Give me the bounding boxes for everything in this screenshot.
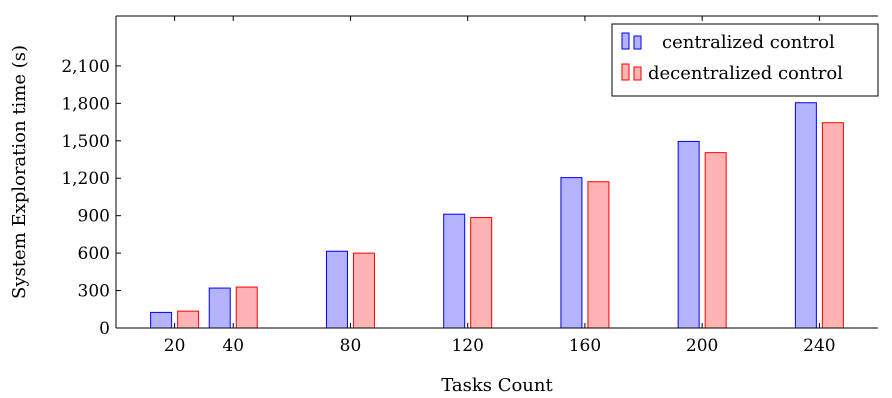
- x-tick-label: 40: [222, 336, 244, 356]
- legend-swatch-1: [621, 63, 630, 81]
- y-tick-label: 2,100: [61, 57, 110, 77]
- y-tick-label: 1,200: [61, 169, 110, 189]
- y-axis-title: System Exploration time (s): [9, 45, 30, 299]
- y-tick-label: 1,800: [61, 94, 110, 114]
- bars-layer: [150, 102, 844, 329]
- bar-centralized-160: [560, 177, 583, 329]
- x-tick-label: 240: [803, 336, 835, 356]
- y-tick-label: 300: [78, 282, 110, 302]
- bar-centralized-40: [208, 287, 231, 329]
- bar-centralized-240: [794, 102, 817, 329]
- x-ticks: 20 40 80 120 160 200 240: [164, 16, 836, 356]
- legend-label-1: decentralized control: [648, 63, 843, 84]
- legend-swatch-0: [621, 32, 630, 50]
- y-tick-label: 1,500: [61, 132, 110, 152]
- y-tick-label: 600: [78, 244, 110, 264]
- bar-decentralized-20: [177, 310, 200, 329]
- legend: centralized control decentralized control: [611, 23, 879, 97]
- bar-decentralized-80: [352, 252, 375, 329]
- legend-swatch-0-b: [633, 35, 642, 50]
- bar-centralized-200: [677, 140, 700, 329]
- y-tick-label: 900: [78, 207, 110, 227]
- legend-label-0: centralized control: [662, 32, 835, 53]
- x-tick-label: 20: [164, 336, 186, 356]
- bar-decentralized-40: [235, 286, 258, 329]
- x-tick-label: 160: [569, 336, 601, 356]
- bar-decentralized-120: [470, 217, 493, 329]
- bar-decentralized-200: [704, 152, 727, 329]
- bar-centralized-120: [443, 213, 466, 329]
- x-tick-label: 120: [451, 336, 483, 356]
- legend-box: [611, 23, 879, 97]
- bar-decentralized-240: [821, 122, 844, 329]
- bar-centralized-80: [325, 250, 348, 329]
- bar-decentralized-160: [587, 181, 610, 329]
- legend-swatch-1-b: [633, 66, 642, 81]
- x-tick-label: 200: [686, 336, 718, 356]
- x-tick-label: 80: [340, 336, 362, 356]
- bar-centralized-20: [150, 311, 173, 329]
- y-ticks: 0 300 600 900 1,200 1,500 1,800 2,100: [61, 57, 121, 339]
- y-tick-label: 0: [99, 319, 110, 339]
- x-axis-title: Tasks Count: [441, 375, 553, 396]
- axes-layer: [115, 15, 878, 329]
